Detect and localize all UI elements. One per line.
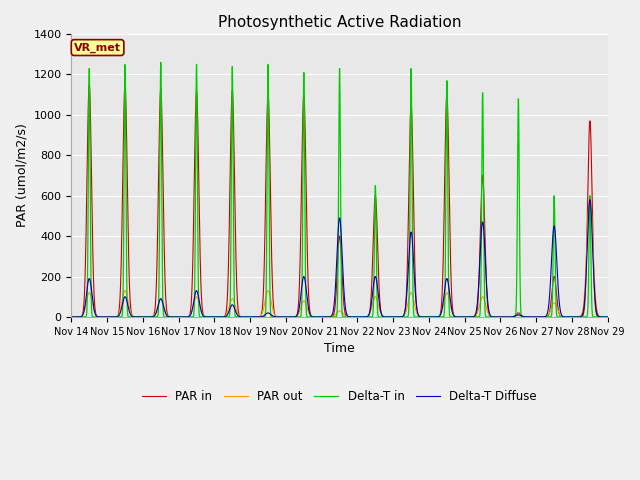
Delta-T Diffuse <box>68 314 76 320</box>
Line: PAR in: PAR in <box>72 84 608 317</box>
Delta-T in <box>68 314 76 320</box>
Delta-T Diffuse <box>575 314 582 320</box>
PAR in <box>321 314 329 320</box>
PAR out <box>604 314 612 320</box>
Delta-T in <box>604 314 612 320</box>
Title: Photosynthetic Active Radiation: Photosynthetic Active Radiation <box>218 15 461 30</box>
Delta-T Diffuse <box>250 314 257 320</box>
Delta-T in <box>460 314 467 320</box>
Line: Delta-T in: Delta-T in <box>72 62 608 317</box>
Delta-T in <box>157 60 164 65</box>
PAR in <box>604 314 612 320</box>
PAR out <box>460 314 467 320</box>
PAR in <box>575 314 582 320</box>
Delta-T in <box>475 314 483 320</box>
Delta-T Diffuse <box>581 288 589 294</box>
Y-axis label: PAR (umol/m2/s): PAR (umol/m2/s) <box>15 123 28 228</box>
Delta-T Diffuse <box>497 314 504 320</box>
Delta-T Diffuse <box>460 314 467 320</box>
PAR out <box>250 314 257 320</box>
PAR in <box>497 314 504 320</box>
X-axis label: Time: Time <box>324 342 355 355</box>
Delta-T in <box>532 314 540 320</box>
Line: Delta-T Diffuse: Delta-T Diffuse <box>72 200 608 317</box>
Delta-T in <box>321 314 329 320</box>
PAR in <box>460 314 467 320</box>
PAR out <box>68 314 76 320</box>
PAR out <box>321 314 329 320</box>
PAR out <box>586 193 594 199</box>
Delta-T in <box>575 314 582 320</box>
PAR in <box>475 286 483 291</box>
Delta-T Diffuse <box>586 197 594 203</box>
PAR in <box>250 314 257 320</box>
PAR out <box>497 314 504 320</box>
Delta-T Diffuse <box>475 284 483 290</box>
PAR in <box>68 314 76 320</box>
PAR out <box>475 306 483 312</box>
Delta-T Diffuse <box>321 314 329 320</box>
PAR in <box>85 82 93 87</box>
PAR out <box>575 314 582 320</box>
Text: VR_met: VR_met <box>74 42 121 53</box>
PAR out <box>581 278 589 284</box>
Delta-T in <box>250 314 257 320</box>
Delta-T in <box>582 314 589 320</box>
Legend: PAR in, PAR out, Delta-T in, Delta-T Diffuse: PAR in, PAR out, Delta-T in, Delta-T Dif… <box>138 385 541 408</box>
Line: PAR out: PAR out <box>72 196 608 317</box>
Delta-T Diffuse <box>604 314 612 320</box>
PAR in <box>582 290 589 296</box>
